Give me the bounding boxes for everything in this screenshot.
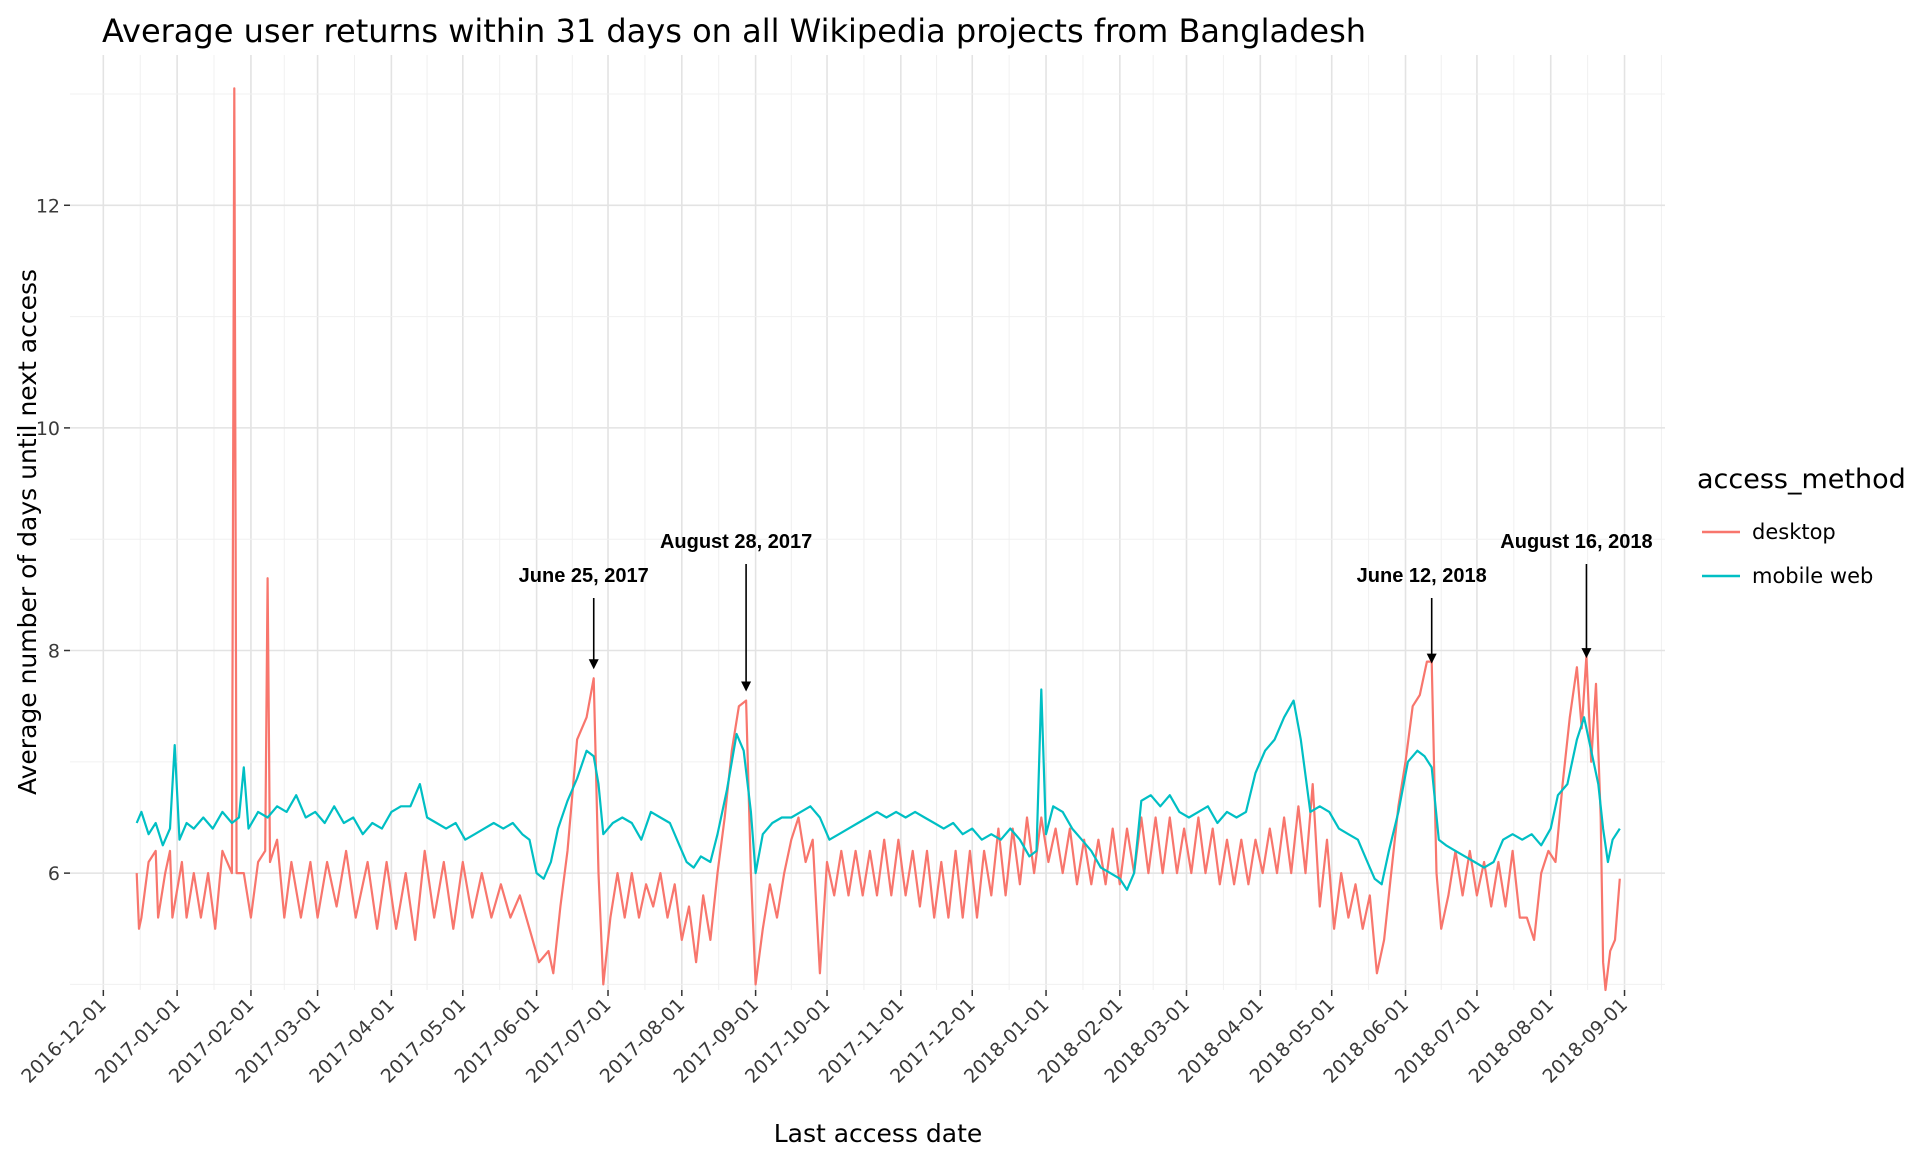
y-axis-title: Average number of days until next access [13,269,42,795]
legend-title: access_method [1697,464,1906,495]
grid-layer [70,55,1665,990]
y-tick-label: 10 [36,418,60,440]
annotation-label: June 12, 2018 [1357,565,1487,587]
y-tick-label: 12 [36,195,60,217]
y-tick-label: 8 [48,641,60,663]
chart-title: Average user returns within 31 days on a… [102,12,1366,50]
legend-label-mobile-web: mobile web [1752,564,1873,588]
legend: access_method desktop mobile web [1697,464,1906,588]
annotation-arrowhead [588,659,599,670]
annotation-label: June 25, 2017 [519,565,649,587]
plot-background [70,55,1665,990]
annotation-layer: June 25, 2017 August 28, 2017 June 12, 201… [519,531,1653,692]
annotation-label: August 28, 2017 [660,531,812,553]
x-axis-title: Last access date [774,1119,983,1148]
y-tick-label: 6 [48,863,60,885]
series-layer [135,87,1621,992]
legend-items: desktop mobile web [1702,520,1873,588]
series-line-desktop [135,87,1621,992]
annotation-arrowhead [1581,648,1592,659]
series-line-mobile-web [135,688,1621,891]
legend-label-desktop: desktop [1752,520,1836,544]
annotation-label: August 16, 2018 [1500,531,1652,553]
annotation-arrowhead [1426,653,1437,664]
annotation-arrowhead [741,681,752,692]
